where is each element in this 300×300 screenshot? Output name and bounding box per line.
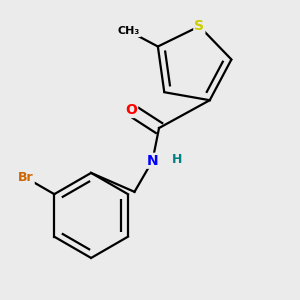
- Text: Br: Br: [18, 171, 34, 184]
- Text: CH₃: CH₃: [118, 26, 140, 36]
- Text: N: N: [147, 154, 158, 168]
- Text: H: H: [172, 153, 182, 166]
- Text: O: O: [125, 103, 137, 117]
- Text: S: S: [194, 19, 204, 33]
